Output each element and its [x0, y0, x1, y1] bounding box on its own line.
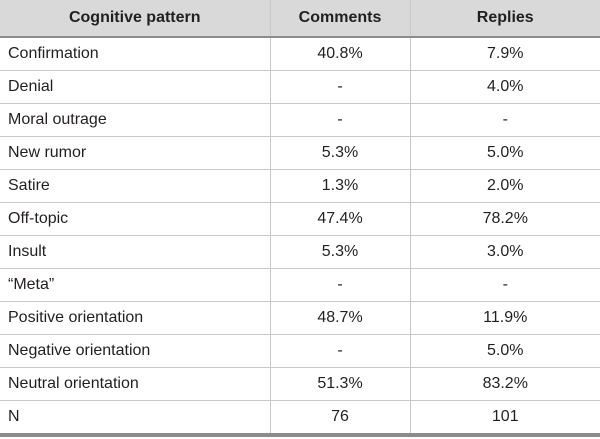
table-row: Satire 1.3% 2.0% — [0, 169, 600, 203]
row-label: New rumor — [0, 136, 270, 170]
row-label: Satire — [0, 169, 270, 203]
table-cell: - — [409, 103, 600, 137]
header-row: Cognitive pattern Comments Replies — [0, 0, 600, 38]
row-label: N — [0, 400, 270, 437]
table-row: New rumor 5.3% 5.0% — [0, 136, 600, 170]
table-cell: 4.0% — [409, 70, 600, 104]
table-row: “Meta” - - — [0, 268, 600, 302]
row-label: Negative orientation — [0, 334, 270, 368]
table-cell: 47.4% — [269, 202, 410, 236]
table-row: Positive orientation 48.7% 11.9% — [0, 301, 600, 335]
table-cell: 5.0% — [409, 136, 600, 170]
table-cell: 2.0% — [409, 169, 600, 203]
table-cell: 83.2% — [409, 367, 600, 401]
table-cell: 101 — [409, 400, 600, 437]
table-cell: - — [269, 268, 410, 302]
table-cell: - — [269, 70, 410, 104]
table-cell: 11.9% — [409, 301, 600, 335]
row-label: “Meta” — [0, 268, 270, 302]
row-label: Off-topic — [0, 202, 270, 236]
table-cell: 76 — [269, 400, 410, 437]
table-cell: - — [269, 334, 410, 368]
table-row: Off-topic 47.4% 78.2% — [0, 202, 600, 236]
row-label: Positive orientation — [0, 301, 270, 335]
table-row: Confirmation 40.8% 7.9% — [0, 37, 600, 71]
table-cell: 78.2% — [409, 202, 600, 236]
row-label: Insult — [0, 235, 270, 269]
table-cell: 5.3% — [269, 136, 410, 170]
row-label: Moral outrage — [0, 103, 270, 137]
table-cell: 1.3% — [269, 169, 410, 203]
table-cell: 5.3% — [269, 235, 410, 269]
table-cell: 3.0% — [409, 235, 600, 269]
table-row: Neutral orientation 51.3% 83.2% — [0, 367, 600, 401]
row-label: Neutral orientation — [0, 367, 270, 401]
table-cell: 48.7% — [269, 301, 410, 335]
row-label: Confirmation — [0, 37, 270, 71]
table-body: Confirmation 40.8% 7.9% Denial -4.0% Moral ou… — [0, 37, 600, 437]
header-cell: Comments — [269, 0, 410, 38]
table-cell: 51.3% — [269, 367, 410, 401]
row-label: Denial — [0, 70, 270, 104]
header-cell: Cognitive pattern — [0, 0, 270, 38]
table-cell: 40.8% — [269, 37, 410, 71]
table-cell: 5.0% — [409, 334, 600, 368]
table-row: Negative orientation -5.0% — [0, 334, 600, 368]
table-row: Insult 5.3% 3.0% — [0, 235, 600, 269]
header-cell: Replies — [409, 0, 600, 38]
table-cell: - — [269, 103, 410, 137]
table-cell: - — [409, 268, 600, 302]
table-row: Moral outrage - - — [0, 103, 600, 137]
table-cell: 7.9% — [409, 37, 600, 71]
table-row: N 76 101 — [0, 400, 600, 437]
table-row: Denial -4.0% — [0, 70, 600, 104]
